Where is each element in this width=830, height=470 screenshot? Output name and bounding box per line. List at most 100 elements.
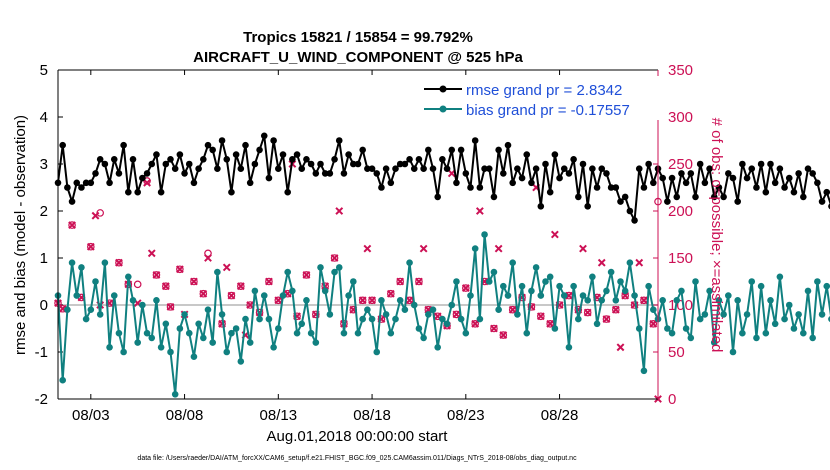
rmse-point — [265, 174, 273, 182]
rmse-point — [509, 179, 516, 187]
bias-point — [734, 297, 741, 304]
rmse-point — [556, 174, 563, 182]
rmse-point — [415, 156, 423, 163]
bias-point — [579, 292, 587, 299]
obs-assimilated-marker — [175, 265, 184, 274]
rmse-point — [560, 165, 568, 172]
bias-point — [551, 325, 559, 332]
rmse-point — [767, 160, 774, 168]
bias-point — [101, 259, 109, 267]
rmse-point — [237, 165, 245, 172]
legend-box — [420, 76, 659, 120]
obs-assimilated-marker — [335, 207, 344, 215]
bias-point — [82, 315, 90, 323]
y-tick-label-left: 3 — [40, 156, 48, 173]
x-tick-label: 08/03 — [72, 407, 110, 424]
rmse-point — [443, 165, 451, 172]
bias-point — [279, 292, 287, 299]
bias-point — [570, 282, 577, 290]
rmse-point — [434, 193, 441, 201]
bias-point — [139, 301, 146, 309]
bias-point — [476, 315, 484, 323]
obs-possible-marker — [368, 296, 376, 305]
rmse-point — [710, 193, 718, 201]
rmse-point — [312, 170, 320, 177]
rmse-point — [743, 174, 751, 182]
obs-possible-marker — [190, 277, 198, 286]
rmse-point — [500, 170, 507, 177]
legend-rmse-marker — [439, 85, 447, 93]
obs-assimilated-marker — [274, 296, 283, 305]
bias-point — [565, 344, 573, 351]
rmse-point — [701, 179, 709, 187]
rmse-point — [354, 160, 362, 168]
obs-assimilated-marker — [115, 258, 123, 267]
rmse-point — [696, 160, 704, 168]
rmse-point — [795, 170, 802, 177]
rmse-point — [785, 174, 793, 182]
bias-point — [687, 334, 695, 342]
bias-point — [809, 334, 816, 342]
bias-point — [368, 315, 376, 323]
obs-assimilated-marker — [204, 254, 212, 262]
bias-point — [270, 344, 277, 351]
obs-assimilated-marker — [452, 310, 461, 319]
obs-possible-marker — [602, 315, 611, 323]
bias-point — [795, 311, 802, 318]
rmse-point — [115, 170, 123, 177]
rmse-point — [645, 160, 652, 168]
bias-point — [818, 311, 826, 318]
bias-point — [237, 358, 245, 365]
bias-point — [635, 325, 643, 332]
rmse-point — [101, 160, 109, 168]
bias-point — [162, 320, 170, 328]
rmse-point — [621, 193, 629, 201]
rmse-point — [106, 179, 113, 187]
bias-point — [621, 287, 629, 295]
bias-point — [59, 376, 66, 384]
y-tick-label-right: 150 — [668, 250, 693, 267]
rmse-point — [387, 179, 395, 187]
bias-point — [260, 292, 268, 299]
obs-assimilated-marker — [616, 343, 625, 352]
rmse-point — [706, 165, 713, 172]
bias-point — [518, 282, 526, 290]
bias-point — [134, 339, 141, 346]
obs-assimilated-marker — [222, 263, 231, 272]
y-tick-label-right: 350 — [668, 62, 693, 79]
bias-point — [776, 273, 784, 281]
obs-assimilated-marker — [227, 291, 236, 300]
rmse-point — [612, 184, 620, 191]
rmse-point — [481, 165, 488, 172]
rmse-point — [214, 165, 221, 172]
obs-possible-marker — [490, 324, 498, 333]
bias-point — [640, 367, 648, 375]
obs-possible-marker — [499, 331, 508, 339]
bias-point — [265, 315, 273, 323]
rmse-point — [373, 170, 381, 177]
obs-assimilated-marker — [68, 221, 76, 230]
rmse-point — [617, 198, 624, 205]
bias-point — [490, 268, 498, 276]
rmse-point — [59, 141, 66, 149]
bias-point — [307, 329, 315, 337]
bias-point — [96, 311, 104, 318]
rmse-point — [551, 151, 559, 158]
obs-assimilated-marker — [246, 301, 255, 309]
rmse-point — [453, 179, 460, 187]
bias-point — [439, 315, 446, 323]
rmse-point — [729, 174, 737, 182]
rmse-point — [68, 198, 76, 205]
rmse-point — [406, 156, 413, 163]
bias-point — [692, 278, 699, 285]
obs-assimilated-marker — [415, 277, 423, 286]
obs-assimilated-marker — [302, 271, 311, 279]
obs-assimilated-marker — [621, 291, 630, 300]
bias-point — [682, 325, 690, 332]
rmse-point — [125, 188, 132, 196]
obs-possible-marker — [612, 305, 620, 314]
bias-point — [715, 297, 723, 304]
rmse-point — [396, 160, 404, 168]
bias-point — [382, 311, 390, 318]
bias-point — [589, 273, 596, 281]
